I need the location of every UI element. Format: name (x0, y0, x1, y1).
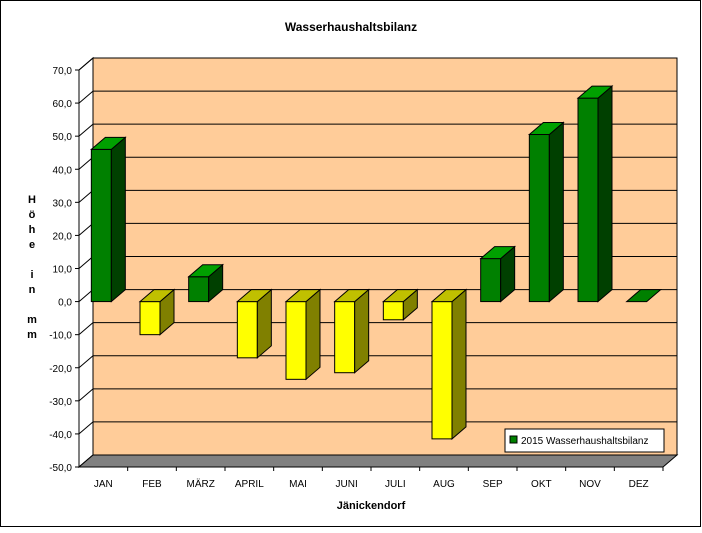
x-tick-label: JUNI (336, 479, 358, 490)
bar-jan (89, 136, 127, 303)
bar-okt (527, 121, 565, 303)
y-tick-label: -30,0 (49, 397, 72, 408)
bar-front (480, 258, 502, 303)
y-axis: 70,0 60,0 50,0 40,0 30,0 20,0 10,0 0,0 -10,0 -20,… (49, 66, 80, 474)
y-tick-label: 50,0 (53, 132, 73, 143)
bar-nov (576, 85, 614, 303)
gridline (78, 388, 677, 402)
legend-label: 2015 Wasserhaushaltsbilanz (521, 436, 648, 447)
bar-top (479, 246, 517, 260)
y-tick-label: 0,0 (58, 298, 72, 309)
y-tick-label: -20,0 (49, 364, 72, 375)
y-axis-title-letter: H (28, 194, 36, 206)
x-tick-label: OKT (531, 479, 552, 490)
y-axis-title-letter: m (27, 329, 37, 341)
bar-front (577, 97, 599, 303)
bar-top (333, 289, 371, 303)
legend-box (504, 428, 665, 453)
gridline (78, 123, 677, 137)
y-axis-title-letter: h (29, 224, 36, 236)
x-tick-label: APRIL (235, 479, 264, 490)
bar-top (576, 85, 614, 99)
bar-front (188, 276, 210, 303)
gridline (78, 421, 677, 435)
bar-top (284, 289, 322, 303)
bar-front (139, 301, 161, 336)
bar-märz (187, 263, 225, 303)
bar-dez (625, 289, 663, 303)
bar-top (527, 122, 565, 136)
y-tick-label: -10,0 (49, 331, 72, 342)
bar-side (597, 85, 613, 303)
x-axis: JAN FEB MÄRZ APRIL MAI JUNI JULI AUG SEP OKT NOV DE… (79, 466, 664, 490)
bar-top (187, 264, 225, 278)
bar-sep (479, 245, 517, 303)
gridline (78, 90, 677, 104)
y-tick-label: 70,0 (53, 66, 73, 77)
bar-side (305, 288, 321, 381)
x-tick-label: SEP (483, 479, 503, 490)
y-tick-label: 40,0 (53, 165, 73, 176)
gridline (78, 355, 677, 369)
bar-front (528, 134, 550, 303)
x-tick-label: DEZ (629, 479, 649, 490)
bar-front (285, 301, 307, 380)
x-tick-label: MAI (289, 479, 307, 490)
bar-front (90, 148, 112, 303)
y-tick-label: 10,0 (53, 265, 73, 276)
y-axis-title-letter: e (29, 239, 35, 251)
bar-front (236, 301, 258, 359)
legend-swatch (509, 435, 518, 444)
y-tick-label: 30,0 (53, 198, 73, 209)
bar-top (430, 289, 468, 303)
y-tick-label: -40,0 (49, 430, 72, 441)
x-tick-label: JAN (94, 479, 113, 490)
bar-side (451, 288, 467, 440)
bar-top (89, 136, 127, 150)
bar-front (382, 301, 404, 321)
x-tick-label: JULI (385, 479, 406, 490)
y-tick-label: -50,0 (49, 463, 72, 474)
bar-top (625, 289, 663, 303)
x-tick-label: FEB (142, 479, 162, 490)
y-tick-label: 60,0 (53, 99, 73, 110)
bar-top (235, 289, 273, 303)
bar-top (381, 289, 419, 303)
x-axis-title: Jänickendorf (337, 500, 406, 512)
bar-top (138, 289, 176, 303)
x-tick-label: MÄRZ (186, 478, 214, 490)
gridline (78, 57, 677, 71)
gridline (78, 322, 677, 336)
y-tick-label: 20,0 (53, 231, 73, 242)
y-axis-title-letter: i (30, 269, 33, 281)
bar-juli (381, 288, 419, 321)
y-axis-title-letter: m (27, 314, 37, 326)
bar-mai (284, 288, 322, 381)
x-tick-label: AUG (433, 479, 455, 490)
bar-side (548, 121, 564, 303)
y-axis-title-letter: ö (29, 209, 36, 221)
bar-april (235, 288, 273, 359)
bar-front (334, 301, 356, 374)
bar-side (110, 136, 126, 303)
y-axis-title-letter: n (29, 284, 36, 296)
bars-group (89, 85, 663, 440)
chart-title: Wasserhaushaltsbilanz (285, 20, 417, 34)
x-tick-label: NOV (579, 479, 601, 490)
bar-side (354, 288, 370, 374)
bar-feb (138, 288, 176, 336)
plot-floor (77, 454, 679, 468)
bar-front (431, 301, 453, 440)
bar-aug (430, 288, 468, 440)
bar-juni (333, 288, 371, 374)
legend: 2015 Wasserhaushaltsbilanz (504, 428, 665, 453)
